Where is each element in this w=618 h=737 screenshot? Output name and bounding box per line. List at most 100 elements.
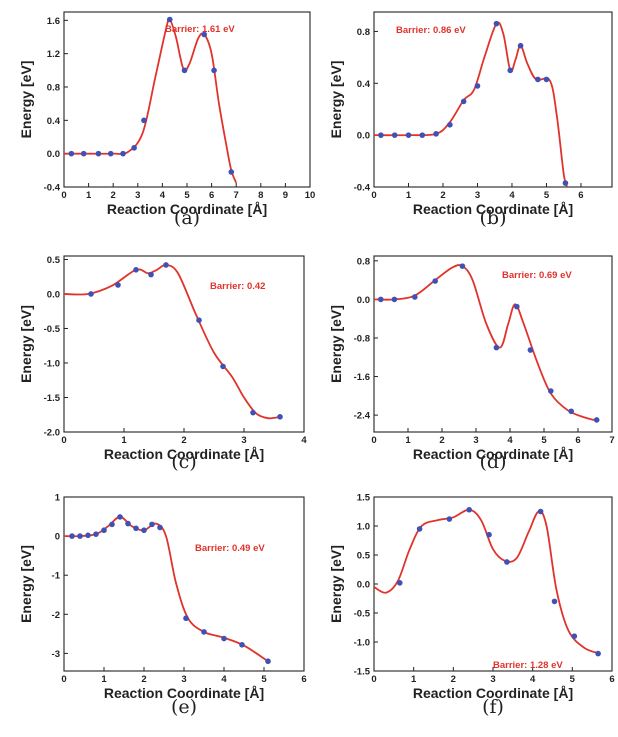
y-tick-label: 1.6 [47, 16, 60, 27]
x-axis-label: Reaction Coordinate [Å] [413, 685, 573, 701]
data-point [447, 121, 453, 128]
x-tick-label: 3 [490, 674, 495, 685]
data-point [93, 531, 99, 537]
y-tick-label: -2.4 [354, 411, 371, 422]
energy-curve [374, 508, 601, 655]
energy-curve [374, 264, 599, 422]
x-tick-label: 1 [411, 674, 417, 685]
plot-frame [373, 11, 613, 188]
x-tick-label: 3 [135, 190, 140, 201]
x-tick-label: 4 [160, 190, 166, 201]
data-point [504, 559, 510, 565]
x-axis-label: Reaction Coordinate [Å] [104, 685, 264, 701]
data-point [277, 414, 283, 420]
x-tick-label: 4 [301, 435, 307, 446]
panel-label: (e) [171, 696, 197, 718]
data-point [535, 76, 541, 83]
data-point [183, 615, 189, 622]
x-tick-label: 2 [141, 674, 146, 685]
data-point [507, 67, 514, 74]
x-tick-label: 0 [61, 435, 66, 446]
plot-frame [373, 255, 613, 433]
x-tick-label: 8 [258, 190, 263, 201]
y-tick-label: 0.5 [357, 551, 371, 562]
y-tick-label: 0.0 [357, 295, 370, 306]
data-point [412, 294, 418, 300]
data-point [133, 525, 139, 532]
data-point [548, 388, 554, 394]
x-tick-label: 3 [473, 435, 478, 446]
panel-label: (d) [480, 451, 507, 473]
x-tick-label: 5 [544, 190, 550, 201]
x-tick-label: 6 [209, 190, 214, 201]
x-tick-label: 3 [241, 435, 246, 446]
data-point [133, 267, 139, 273]
data-point [228, 169, 235, 175]
y-tick-label: -1.5 [354, 667, 371, 678]
x-tick-label: 0 [371, 674, 376, 685]
y-tick-label: -0.5 [354, 609, 371, 620]
y-tick-label: 1.2 [47, 49, 60, 60]
x-tick-label: 3 [475, 190, 480, 201]
panel-b: 0 1 2 3 4 5 6 -0.4 0.0 0.4 0.8 Reaction Coordinate … [328, 11, 613, 229]
data-point [148, 271, 154, 278]
y-tick-label: -1.0 [44, 358, 60, 369]
y-tick-label: 0.0 [357, 131, 370, 142]
y-tick-label: -0.5 [44, 324, 61, 335]
data-point [109, 521, 115, 528]
y-tick-label: 0.0 [47, 289, 60, 300]
panel-f: 0 1 2 3 4 5 6 -1.5 -1.0 -0.5 0.0 0.5 1.0 1.5 Reaction … [328, 493, 615, 719]
y-tick-label: 0.0 [47, 149, 60, 160]
y-tick-label: -1.5 [44, 393, 61, 404]
y-axis-label: Energy [eV] [328, 305, 344, 383]
energy-curve [64, 516, 269, 662]
data-point [543, 76, 550, 83]
data-point [419, 132, 426, 138]
data-point [493, 20, 500, 27]
data-point [115, 282, 121, 288]
data-point [101, 527, 107, 534]
x-tick-label: 0 [371, 190, 376, 201]
data-point [405, 132, 412, 138]
x-tick-label: 1 [121, 435, 127, 446]
data-point [378, 132, 384, 138]
barrier-annotation: Barrier: 0.86 eV [396, 25, 466, 36]
y-axis-label: Energy [eV] [18, 545, 34, 623]
data-point [181, 67, 188, 74]
y-tick-label: -1.6 [354, 372, 370, 383]
x-axis-label: Reaction Coordinate [Å] [104, 446, 264, 462]
y-tick-label: 0.8 [357, 256, 370, 267]
data-point [537, 508, 544, 515]
barrier-annotation: Barrier: 0.42 [210, 281, 265, 292]
plot-frame [63, 11, 311, 188]
x-tick-label: 1 [101, 674, 107, 685]
x-tick-label: 3 [181, 674, 186, 685]
y-axis-label: Energy [eV] [18, 305, 34, 383]
data-point [551, 598, 558, 605]
y-tick-label: 1.0 [357, 522, 370, 533]
x-tick-label: 2 [181, 435, 186, 446]
data-point [460, 98, 467, 105]
x-tick-label: 2 [439, 435, 444, 446]
data-point [220, 363, 226, 370]
x-tick-label: 7 [609, 435, 614, 446]
x-tick-label: 5 [184, 190, 190, 201]
x-axis-label: Reaction Coordinate [Å] [413, 201, 573, 217]
y-tick-label: -0.4 [354, 183, 371, 194]
y-tick-label: 0.4 [357, 79, 371, 90]
data-point [493, 344, 500, 351]
x-axis-label: Reaction Coordinate [Å] [413, 446, 573, 462]
data-point [88, 291, 94, 297]
data-point [196, 317, 202, 323]
plot-frame [63, 496, 305, 672]
data-point [571, 633, 578, 639]
x-tick-label: 6 [301, 674, 306, 685]
barrier-annotation: Barrier: 1.28 eV [493, 660, 563, 671]
barrier-annotation: Barrier: 0.49 eV [195, 543, 265, 554]
data-point [80, 150, 87, 157]
data-point [221, 635, 227, 642]
data-point [459, 263, 466, 269]
y-tick-label: -0.8 [354, 333, 370, 344]
data-point [595, 650, 601, 657]
